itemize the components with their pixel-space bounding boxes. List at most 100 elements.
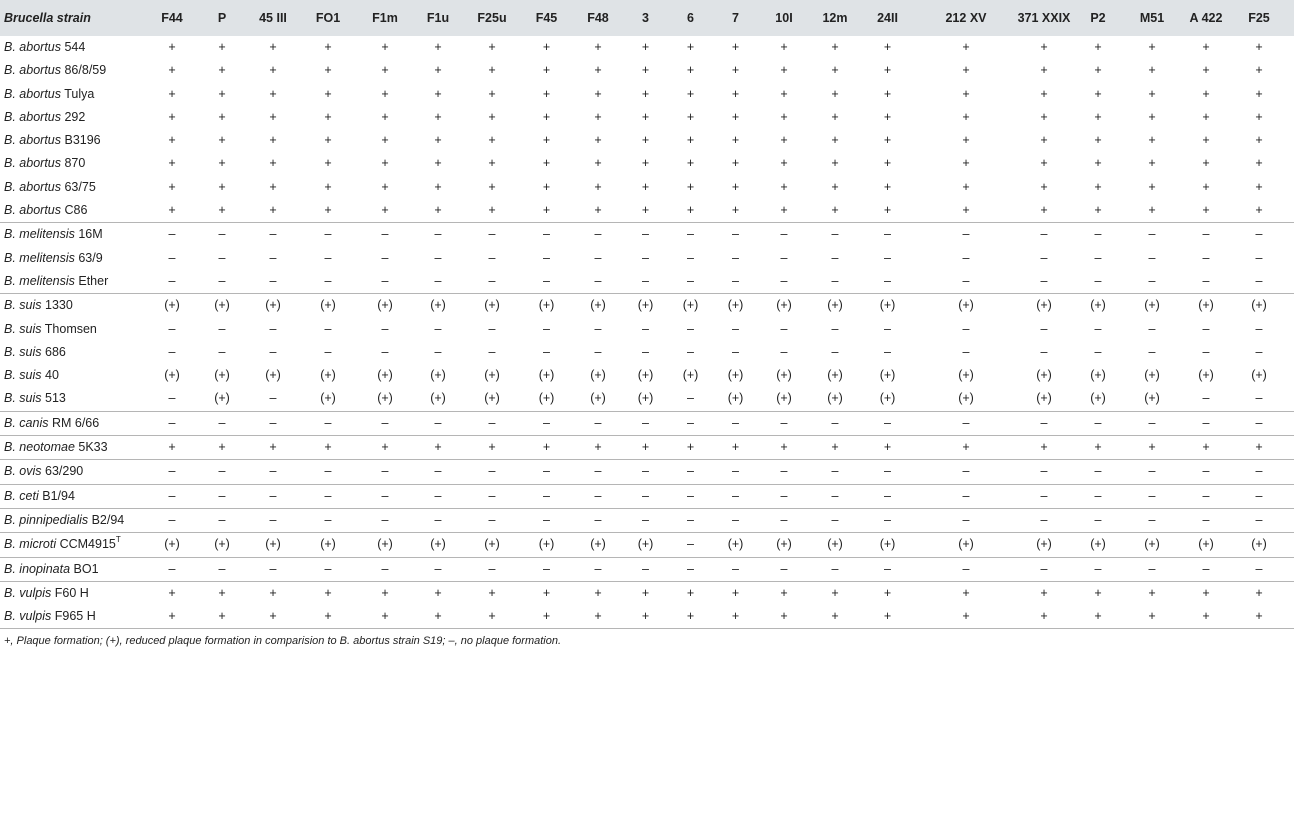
plaque-result-cell: + (412, 580, 464, 606)
plaque-result-cell: (+) (637, 391, 654, 406)
phage-column-header: P2 (1090, 11, 1106, 25)
table-row: B. abortus 544 + + + + + + + + + + + + + + + + + + + + + + (0, 36, 1294, 59)
plaque-result-cell: – (358, 459, 412, 485)
plaque-result-cell: – (1202, 344, 1210, 359)
plaque-result-cell: – (1285, 270, 1294, 294)
plaque-result-cell: + (883, 179, 892, 194)
plaque-result-cell: – (1179, 222, 1233, 247)
strain-name-cell: B. abortus 63/75 (0, 176, 148, 199)
strain-id: BO1 (73, 561, 99, 576)
plaque-result-cell: – (1017, 483, 1071, 509)
plaque-result-cell: + (412, 605, 464, 630)
plaque-result-cell: + (810, 580, 860, 606)
plaque-result-cell: + (1285, 152, 1294, 175)
genus-abbrev: B. (4, 415, 16, 430)
plaque-result-cell: (+) (668, 293, 713, 318)
plaque-result-cell: – (687, 321, 694, 336)
plaque-result-cell: + (1040, 109, 1048, 124)
strain-id: 544 (64, 40, 86, 54)
plaque-result-cell: + (686, 156, 695, 171)
plaque-result-cell: – (381, 344, 389, 359)
plaque-result-cell: – (573, 507, 623, 533)
plaque-result-cell: – (1125, 459, 1179, 485)
plaque-result-cell: + (780, 156, 788, 171)
species-name: ceti (19, 488, 39, 503)
phage-column-header: FO1 (315, 11, 341, 25)
strain-name-cell: B. vulpis F965 H (0, 605, 148, 630)
plaque-result-cell: – (713, 459, 758, 485)
plaque-result-cell: (+) (1233, 293, 1285, 318)
plaque-result-cell: (+) (214, 391, 230, 406)
plaque-result-cell: + (324, 156, 332, 171)
plaque-result-cell: + (1017, 580, 1071, 606)
plaque-result-cell: + (623, 580, 668, 606)
phage-column-header: F1u (426, 11, 450, 25)
plaque-result-cell: + (780, 133, 788, 148)
plaque-result-cell: + (810, 605, 860, 630)
plaque-result-cell: – (412, 507, 464, 533)
plaque-result-cell: – (573, 483, 623, 509)
plaque-result-cell: (+) (682, 368, 699, 383)
plaque-result-cell: + (1148, 109, 1156, 124)
genus-abbrev: B. (4, 133, 16, 148)
plaque-result-cell: – (962, 250, 970, 265)
plaque-result-cell: – (1255, 273, 1263, 288)
phage-column-header: 6 (687, 11, 694, 25)
plaque-result-cell: + (542, 86, 551, 101)
plaque-result-cell: (+) (810, 293, 860, 318)
plaque-result-cell: – (831, 321, 839, 336)
plaque-result-cell: + (962, 86, 970, 101)
plaque-result-cell: (+) (860, 532, 915, 558)
plaque-result-cell: + (1125, 580, 1179, 606)
plaque-result-cell: + (883, 63, 892, 78)
strain-name-cell: B. abortus C86 (0, 199, 148, 223)
plaque-result-cell: – (780, 344, 788, 359)
strain-id: Ether (78, 273, 109, 288)
plaque-result-cell: – (668, 222, 713, 247)
plaque-result-cell: (+) (164, 368, 180, 383)
plaque-result-cell: + (1202, 63, 1210, 78)
strain-name-cell: B. abortus 86/8/59 (0, 59, 148, 82)
plaque-result-cell: – (884, 344, 891, 359)
strain-id: B2/94 (91, 512, 125, 527)
plaque-result-cell: (+) (958, 391, 974, 406)
plaque-result-cell: – (488, 250, 496, 265)
plaque-result-cell: + (686, 179, 695, 194)
plaque-result-cell: – (520, 222, 573, 247)
plaque-result-cell: (+) (727, 368, 744, 383)
strain-id: 292 (64, 109, 86, 124)
plaque-result-cell: + (488, 40, 496, 54)
plaque-result-cell: – (642, 250, 649, 265)
plaque-result-cell: + (758, 605, 810, 630)
plaque-result-cell: + (573, 605, 623, 630)
genus-abbrev: B. (4, 156, 16, 171)
plaque-result-cell: – (687, 344, 694, 359)
plaque-result-cell: + (1255, 86, 1263, 101)
plaque-result-cell: + (542, 133, 551, 148)
plaque-result-cell: + (1285, 605, 1294, 630)
table-row: B. suis 686 – – – – – – – – – – – – – – – – – – – – – – (0, 341, 1294, 364)
plaque-result-cell: – (687, 391, 694, 406)
plaque-result-cell: + (594, 133, 602, 148)
strain-name-cell: B. abortus B3196 (0, 129, 148, 152)
plaque-result-cell: + (488, 156, 496, 171)
plaque-result-cell: – (713, 556, 758, 582)
plaque-result-cell: + (488, 86, 496, 101)
table-row: B. suis Thomsen – – – – – – – – – – – – – – – – – – – – – – (0, 318, 1294, 341)
plaque-result-cell: + (488, 179, 496, 194)
plaque-result-cell: – (1285, 247, 1294, 270)
plaque-result-cell: + (962, 156, 970, 171)
table-row: B. pinnipedialis B2/94– – – – – – – – – – – – – – – – – –… (0, 507, 1294, 533)
plaque-result-cell: + (168, 133, 176, 148)
plaque-result-cell: + (831, 109, 839, 124)
plaque-result-cell: (+) (958, 368, 974, 383)
species-name: suis (19, 391, 42, 406)
plaque-result-cell: – (1125, 507, 1179, 533)
plaque-result-cell: + (1148, 156, 1156, 171)
plaque-result-cell: – (434, 344, 442, 359)
plaque-result-cell: + (1040, 203, 1048, 218)
plaque-result-cell: – (915, 483, 1017, 509)
table-row: B. abortus 870 + + + + + + + + + + + + + + + + + + + + + + (0, 152, 1294, 175)
plaque-result-cell: – (168, 344, 176, 359)
plaque-result-cell: (+) (196, 532, 248, 558)
